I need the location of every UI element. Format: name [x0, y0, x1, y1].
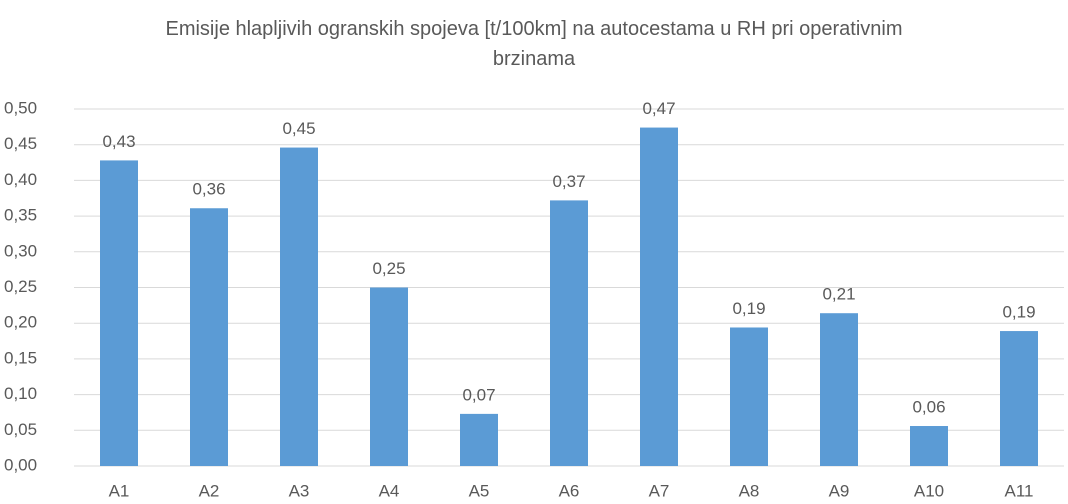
- bar: [820, 313, 858, 466]
- y-tick-label: 0,05: [4, 420, 37, 439]
- data-label: 0,36: [192, 180, 225, 199]
- data-label: 0,06: [912, 398, 945, 417]
- bar: [910, 426, 948, 466]
- chart-title: Emisije hlapljivih ogranskih spojeva [t/…: [165, 18, 903, 70]
- y-tick-label: 0,10: [4, 384, 37, 403]
- data-label: 0,45: [282, 119, 315, 138]
- data-label: 0,43: [102, 132, 135, 151]
- data-label: 0,37: [552, 172, 585, 191]
- bar: [280, 147, 318, 466]
- y-tick-label: 0,45: [4, 134, 37, 153]
- bar: [1000, 331, 1038, 466]
- data-label: 0,21: [822, 285, 855, 304]
- y-tick-label: 0,35: [4, 206, 37, 225]
- y-tick-label: 0,00: [4, 455, 37, 474]
- bar: [100, 160, 138, 466]
- y-tick-label: 0,30: [4, 241, 37, 260]
- x-tick-label: A5: [469, 481, 490, 500]
- y-tick-label: 0,50: [4, 98, 37, 117]
- bar: [190, 208, 228, 466]
- x-tick-label: A4: [379, 481, 400, 500]
- bar: [730, 327, 768, 466]
- x-tick-label: A10: [914, 481, 944, 500]
- x-tick-label: A9: [829, 481, 850, 500]
- bar: [460, 413, 498, 466]
- data-label: 0,07: [462, 385, 495, 404]
- bar: [640, 127, 678, 467]
- bar: [370, 287, 408, 466]
- y-tick-label: 0,40: [4, 170, 37, 189]
- y-tick-label: 0,15: [4, 348, 37, 367]
- data-label: 0,47: [642, 99, 675, 118]
- x-tick-label: A6: [559, 481, 580, 500]
- data-label: 0,19: [1002, 303, 1035, 322]
- x-tick-label: A8: [739, 481, 760, 500]
- x-tick-label: A1: [109, 481, 130, 500]
- data-label: 0,25: [372, 259, 405, 278]
- y-tick-label: 0,25: [4, 277, 37, 296]
- y-tick-label: 0,20: [4, 313, 37, 332]
- x-tick-label: A3: [289, 481, 310, 500]
- data-label: 0,19: [732, 299, 765, 318]
- x-tick-label: A2: [199, 481, 220, 500]
- bar: [550, 200, 588, 466]
- x-tick-label: A11: [1005, 481, 1034, 500]
- x-tick-label: A7: [649, 481, 670, 500]
